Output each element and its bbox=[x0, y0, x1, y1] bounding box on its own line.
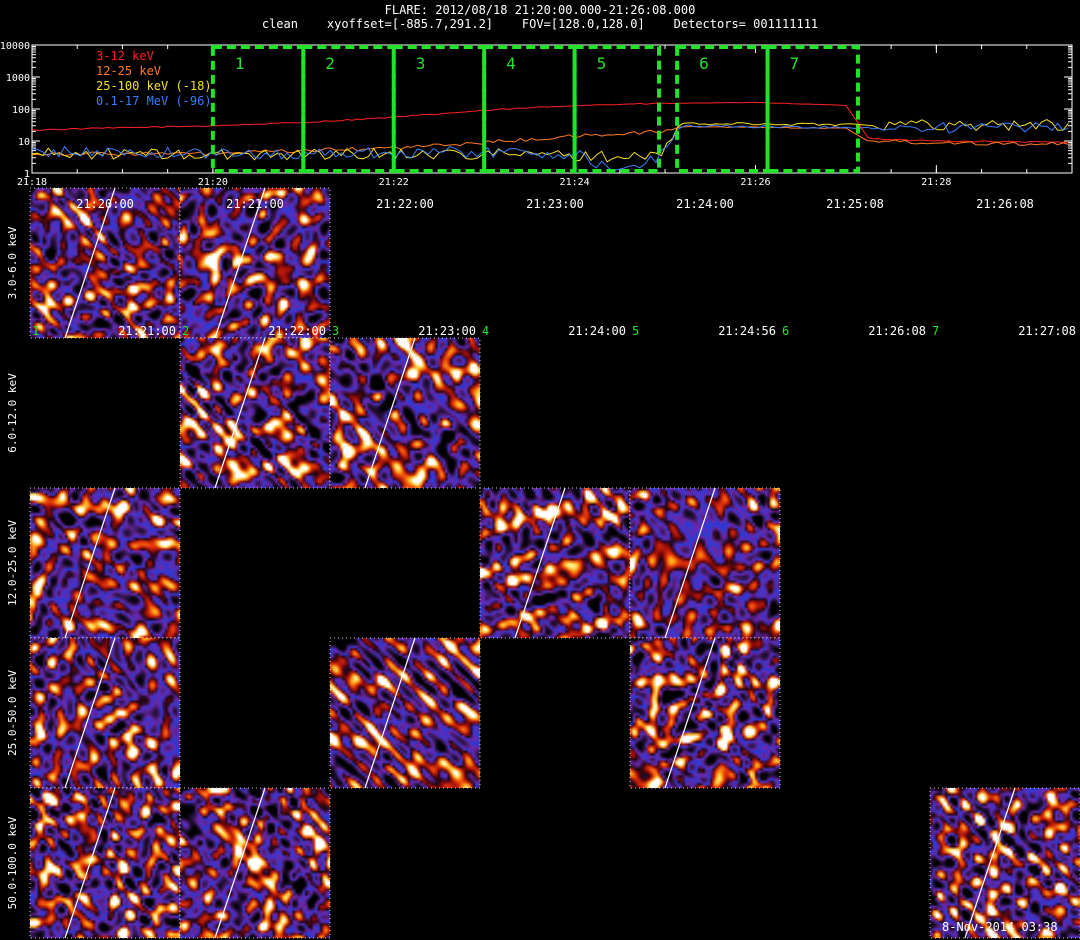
interval-label: 2 bbox=[325, 54, 335, 73]
y-tick-label: 10000 bbox=[0, 41, 30, 52]
time-bin-number: 6 bbox=[782, 324, 789, 338]
image-frame bbox=[29, 487, 181, 639]
image-tile bbox=[30, 188, 180, 338]
image-tile bbox=[180, 338, 330, 488]
time-bin-start-label: 21:24:00 bbox=[676, 197, 734, 211]
interval-box bbox=[765, 45, 860, 173]
interval-label: 7 bbox=[790, 54, 800, 73]
time-bin-start-label: 21:23:00 bbox=[526, 197, 584, 211]
interval-box bbox=[572, 45, 662, 173]
time-bin-start-label: 21:22:00 bbox=[376, 197, 434, 211]
limb-line bbox=[64, 187, 116, 339]
time-bin-number: 2 bbox=[182, 324, 189, 338]
time-bin-start-label: 21:21:00 bbox=[226, 197, 284, 211]
time-bin-end-label: 21:26:08 bbox=[868, 324, 926, 338]
image-frame bbox=[629, 487, 781, 639]
image-tile bbox=[330, 638, 480, 788]
series-line-1 bbox=[31, 101, 1069, 144]
time-bin-number: 3 bbox=[332, 324, 339, 338]
image-tile bbox=[930, 788, 1080, 938]
limb-line bbox=[964, 787, 1016, 939]
lightcurve-plot: 1 10 100 1000 10000 21:18 21:20 21:22 21:24 21:26… bbox=[0, 41, 1073, 188]
image-tile bbox=[180, 188, 330, 338]
time-bin-start-label: 21:26:08 bbox=[976, 197, 1034, 211]
image-frame bbox=[629, 637, 781, 789]
y-tick-label: 1000 bbox=[6, 73, 30, 84]
energy-band-label: 50.0-100.0 keV bbox=[6, 816, 19, 909]
limb-line bbox=[364, 337, 416, 489]
image-tile bbox=[630, 638, 780, 788]
x-tick-label: 21:26 bbox=[740, 177, 770, 188]
limb-line bbox=[664, 487, 716, 639]
image-tile bbox=[30, 788, 180, 938]
time-bin-end-label: 21:27:08 bbox=[1018, 324, 1076, 338]
time-bin-end-label: 21:21:00 bbox=[118, 324, 176, 338]
image-frame bbox=[179, 187, 331, 339]
energy-band-label: 6.0-12.0 keV bbox=[6, 373, 19, 453]
x-tick-label: 21:24 bbox=[560, 177, 590, 188]
limb-line bbox=[514, 487, 566, 639]
x-tick-label: 21:28 bbox=[921, 177, 951, 188]
interval-box bbox=[301, 45, 396, 173]
plot-title: FLARE: 2012/08/18 21:20:00.000-21:26:08.… bbox=[384, 3, 696, 17]
limb-line bbox=[64, 487, 116, 639]
energy-band-label: 25.0-50.0 keV bbox=[6, 670, 19, 756]
interval-label: 1 bbox=[235, 54, 245, 73]
legend-entry: 12-25 keV bbox=[96, 64, 161, 78]
image-frame bbox=[329, 637, 481, 789]
series-line-4 bbox=[31, 121, 1069, 172]
image-frame bbox=[929, 787, 1080, 939]
time-bin-number: 1 bbox=[32, 324, 39, 338]
limb-line bbox=[64, 637, 116, 789]
series-line-2 bbox=[31, 125, 1069, 157]
y-tick-label: 1 bbox=[24, 169, 30, 180]
limb-line bbox=[64, 787, 116, 939]
time-bin-start-label: 21:25:08 bbox=[826, 197, 884, 211]
time-bin-end-label: 21:23:00 bbox=[418, 324, 476, 338]
legend-entry: 25-100 keV (-18) bbox=[96, 79, 212, 93]
image-tile bbox=[30, 638, 180, 788]
limb-line bbox=[214, 187, 266, 339]
interval-box bbox=[482, 45, 577, 173]
time-bin-end-label: 21:24:56 bbox=[718, 324, 776, 338]
image-frame bbox=[29, 637, 181, 789]
y-tick-label: 100 bbox=[12, 105, 30, 116]
limb-line bbox=[214, 337, 266, 489]
interval-label: 3 bbox=[416, 54, 426, 73]
x-tick-label: 21:20 bbox=[198, 177, 228, 188]
interval-label: 6 bbox=[699, 54, 709, 73]
interval-label: 5 bbox=[597, 54, 607, 73]
interval-box bbox=[210, 45, 306, 173]
image-tile bbox=[630, 488, 780, 638]
time-bin-number: 5 bbox=[632, 324, 639, 338]
x-tick-label: 21:22 bbox=[379, 177, 409, 188]
time-bin-number: 7 bbox=[932, 324, 939, 338]
legend-entry: 0.1-17 MeV (-96) bbox=[96, 94, 212, 108]
image-tile bbox=[330, 338, 480, 488]
y-tick-label: 10 bbox=[18, 137, 30, 148]
image-tile bbox=[480, 488, 630, 638]
plot-subtitle: clean xyoffset=[-885.7,291.2] FOV=[128.0… bbox=[261, 17, 819, 31]
interval-label: 4 bbox=[506, 54, 516, 73]
legend-entry: 3-12 keV bbox=[96, 49, 154, 63]
image-frame bbox=[179, 787, 331, 939]
time-bin-end-label: 21:24:00 bbox=[568, 324, 626, 338]
image-tile bbox=[180, 788, 330, 938]
limb-line bbox=[214, 787, 266, 939]
energy-band-label: 12.0-25.0 keV bbox=[6, 520, 19, 606]
interval-box bbox=[675, 45, 770, 173]
time-bin-number: 4 bbox=[482, 324, 489, 338]
image-tile bbox=[30, 488, 180, 638]
image-frame bbox=[329, 337, 481, 489]
limb-line bbox=[664, 637, 716, 789]
limb-line bbox=[364, 637, 416, 789]
footer-timestamp: 8-Nov-2014 03:38 bbox=[942, 920, 1058, 934]
time-bin-end-label: 21:22:00 bbox=[268, 324, 326, 338]
energy-band-label: 3.0-6.0 keV bbox=[6, 226, 19, 299]
time-bin-start-label: 21:20:00 bbox=[76, 197, 134, 211]
interval-box bbox=[391, 45, 487, 173]
x-tick-label: 21:18 bbox=[17, 177, 47, 188]
